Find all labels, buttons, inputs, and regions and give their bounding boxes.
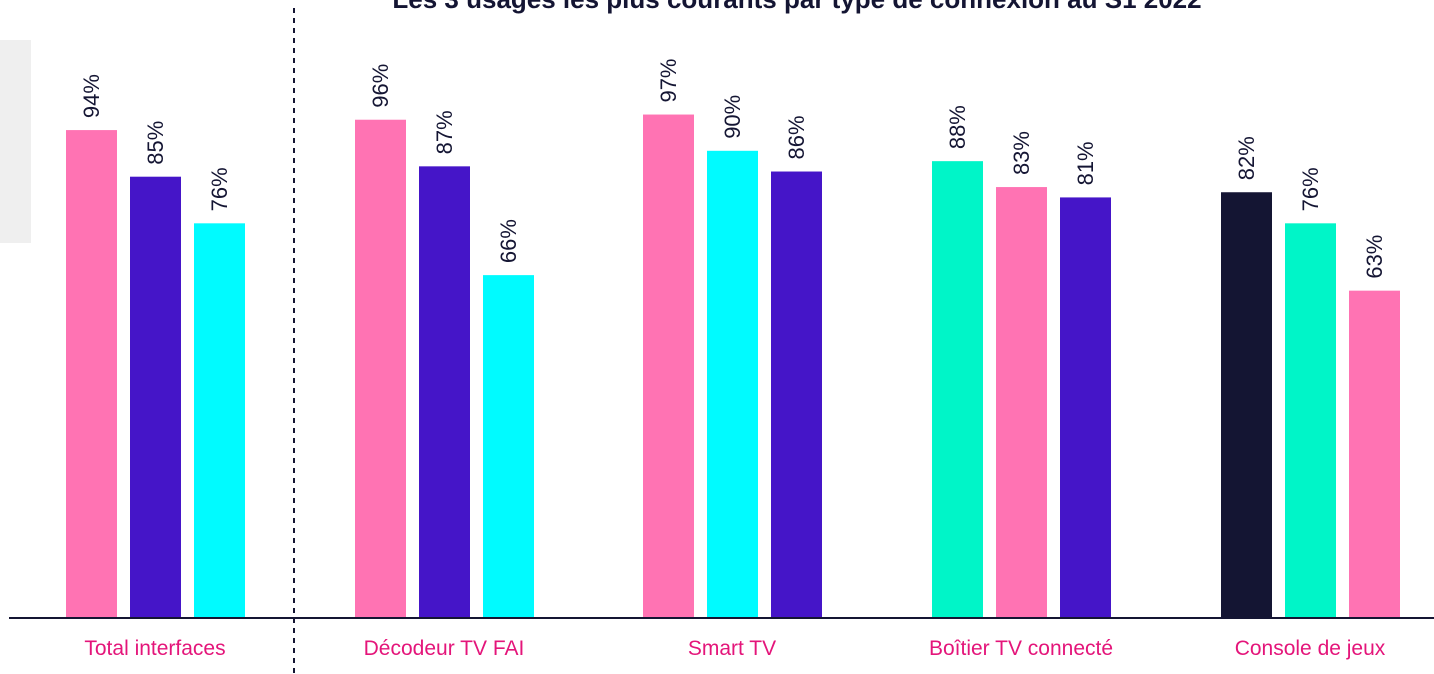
legend-panel [0,40,31,243]
category-label: Total interfaces [84,637,225,660]
value-label: 96% [368,64,393,108]
bar [130,176,181,617]
value-label: 76% [207,167,232,211]
bar [771,171,822,617]
value-label: 90% [720,95,745,139]
bar [1060,197,1111,618]
value-label: 86% [784,115,809,159]
value-label: 81% [1073,141,1098,185]
category-label: Décodeur TV FAI [364,637,525,660]
value-label: 88% [945,105,970,149]
bar [707,150,758,618]
bar [1221,192,1272,618]
value-label: 87% [432,110,457,154]
category-label: Boîtier TV connecté [929,637,1113,660]
value-label: 82% [1234,136,1259,180]
bar [996,187,1047,617]
bar [643,114,694,617]
bar [932,161,983,617]
bar [355,119,406,617]
bar [483,275,534,617]
value-label: 66% [496,219,521,263]
category-label: Smart TV [688,637,776,660]
value-label: 85% [143,121,168,165]
value-label: 83% [1009,131,1034,175]
chart-title: Les 3 usages les plus courants par type … [392,0,1201,14]
value-label: 97% [656,58,681,102]
value-label: 76% [1298,167,1323,211]
bar [1349,290,1400,617]
category-label: Console de jeux [1235,637,1386,660]
bar [66,130,117,617]
value-label: 63% [1362,235,1387,279]
bar [419,166,470,617]
value-label: 94% [79,74,104,118]
bar [1285,223,1336,617]
bar [194,223,245,617]
